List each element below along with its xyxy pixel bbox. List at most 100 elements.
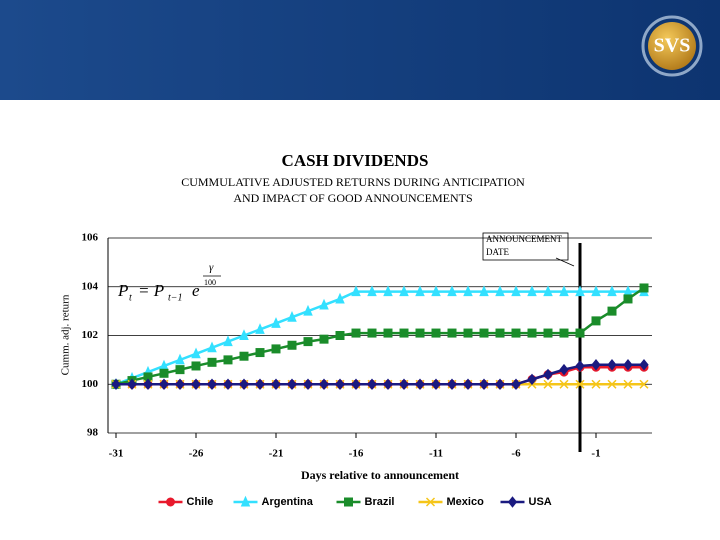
marker <box>463 328 473 338</box>
marker <box>607 358 617 371</box>
x-tick-label: -16 <box>349 448 364 460</box>
marker <box>175 353 185 365</box>
series <box>111 358 649 391</box>
marker <box>271 317 281 328</box>
marker <box>575 328 585 338</box>
marker <box>479 285 489 297</box>
legend-label: Mexico <box>447 496 485 508</box>
annotation-text: ANNOUNCEMENT <box>486 234 562 244</box>
marker <box>623 379 633 389</box>
marker <box>223 378 233 391</box>
marker <box>425 497 436 507</box>
marker <box>271 378 281 391</box>
marker <box>239 378 249 391</box>
marker <box>447 328 457 338</box>
formula-text: = P <box>138 281 164 300</box>
marker <box>351 328 361 338</box>
x-tick-label: -11 <box>429 448 443 460</box>
y-tick-label: 104 <box>82 280 99 292</box>
marker <box>415 378 425 391</box>
marker <box>191 361 201 371</box>
marker <box>495 285 505 297</box>
y-tick-label: 106 <box>82 232 99 244</box>
annotation-arrow <box>555 257 575 267</box>
formula-text: 100 <box>204 278 216 287</box>
annotation-text: DATE <box>486 247 509 257</box>
marker <box>639 358 649 371</box>
marker <box>335 378 345 391</box>
marker <box>159 368 169 378</box>
marker <box>303 304 313 316</box>
series-line <box>116 363 644 386</box>
x-axis-label: Days relative to announcement <box>301 468 459 482</box>
marker <box>344 497 353 507</box>
marker <box>575 379 585 389</box>
marker <box>191 378 201 391</box>
x-tick-label: -1 <box>591 448 600 460</box>
y-tick-label: 100 <box>82 378 99 390</box>
marker <box>175 365 185 375</box>
legend-label: Chile <box>187 496 214 508</box>
marker <box>399 378 409 391</box>
marker <box>607 379 617 389</box>
marker <box>543 328 553 338</box>
marker <box>223 335 233 347</box>
x-tick-label: -21 <box>269 448 284 460</box>
series-line <box>115 290 644 386</box>
marker <box>559 363 569 376</box>
marker <box>399 285 409 297</box>
formula-text: P <box>117 281 128 300</box>
marker <box>591 379 601 389</box>
formula-text: t <box>129 292 132 303</box>
legend-label: Brazil <box>365 496 395 508</box>
x-tick-label: -31 <box>109 448 124 460</box>
marker <box>479 328 489 338</box>
marker <box>511 378 521 391</box>
marker <box>463 378 473 391</box>
marker <box>623 358 633 371</box>
marker <box>287 378 297 391</box>
marker <box>607 306 617 316</box>
y-tick-label: 98 <box>87 427 99 439</box>
marker <box>559 328 569 338</box>
annotation-box <box>482 232 569 261</box>
marker <box>575 285 585 297</box>
marker <box>431 285 441 297</box>
marker <box>591 358 601 371</box>
marker <box>367 285 377 297</box>
marker <box>127 378 137 391</box>
marker <box>507 496 518 508</box>
legend-label: Argentina <box>262 496 314 508</box>
marker <box>207 357 217 367</box>
header-band <box>0 0 720 100</box>
marker <box>527 285 537 297</box>
marker <box>639 283 649 293</box>
marker <box>143 378 153 391</box>
marker <box>207 341 217 353</box>
marker <box>191 347 201 359</box>
y-axis-label: Cumm. adj. return <box>60 294 72 375</box>
y-tick-label: 102 <box>82 329 99 341</box>
marker <box>543 379 553 389</box>
marker <box>240 495 251 507</box>
x-tick-label: -6 <box>511 448 521 460</box>
marker <box>527 328 537 338</box>
marker <box>399 328 409 338</box>
marker <box>351 285 361 297</box>
marker <box>463 285 473 297</box>
logo-badge <box>648 22 696 70</box>
marker <box>591 285 601 297</box>
marker <box>271 344 281 354</box>
chart-title: CASH DIVIDENDS <box>282 151 429 170</box>
marker <box>207 378 217 391</box>
logo-text: SVS <box>654 35 691 57</box>
marker <box>239 329 249 340</box>
marker <box>367 378 377 391</box>
marker <box>639 379 649 389</box>
formula-text: t−1 <box>168 292 183 303</box>
marker <box>511 328 521 338</box>
marker <box>255 323 265 334</box>
marker <box>255 378 265 391</box>
marker <box>166 497 175 507</box>
